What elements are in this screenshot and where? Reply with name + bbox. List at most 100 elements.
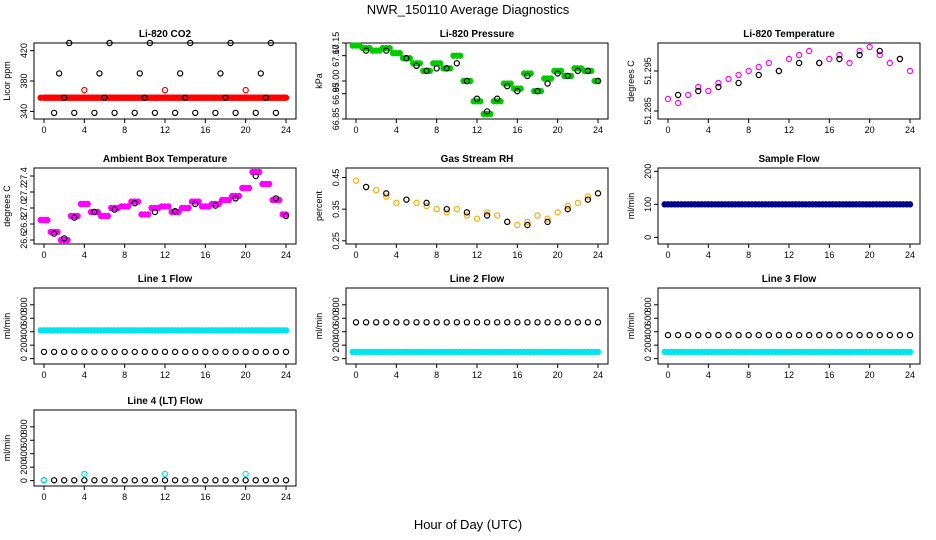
data-point-standards xyxy=(775,67,783,75)
data-point-ambient xyxy=(846,59,853,67)
data-point-ambient xyxy=(453,205,461,213)
x-tick-label: 20 xyxy=(553,250,563,260)
y-axis-label-9: ml/min xyxy=(626,313,636,340)
data-point-ambient xyxy=(443,209,450,216)
x-tick-label: 16 xyxy=(824,250,834,260)
data-point-ambient xyxy=(433,205,440,213)
y-tick-label: 380 xyxy=(19,73,29,88)
y-axis-label-4: degrees C xyxy=(2,185,12,227)
x-tick-label: 4 xyxy=(82,125,87,135)
data-point-line-2-low xyxy=(594,348,602,356)
data-point-standards-black xyxy=(91,109,98,117)
data-point-standards xyxy=(896,55,904,63)
data-point-ambient xyxy=(826,55,833,63)
x-tick-label: 4 xyxy=(394,250,399,260)
data-point-ambient xyxy=(866,43,873,51)
data-point-standards xyxy=(443,205,450,213)
data-point-line-1-low xyxy=(212,348,219,356)
data-point-standards xyxy=(362,183,370,191)
data-point-line-2-high xyxy=(372,319,380,326)
data-point-standards xyxy=(473,95,481,102)
x-tick-label: 4 xyxy=(706,370,711,380)
panel-title-1: Li-820 CO2 xyxy=(139,29,192,40)
data-point-standards-black xyxy=(141,94,149,101)
y-tick-label: 340 xyxy=(19,104,29,119)
data-point-ambient xyxy=(785,55,793,63)
y-axis-label-8: ml/min xyxy=(314,313,324,340)
x-tick-label: 8 xyxy=(434,250,439,260)
data-point-line-2-high xyxy=(534,319,541,326)
data-point-line-4-spikes xyxy=(161,470,169,478)
data-point-line-3-high xyxy=(684,331,692,339)
x-tick-label: 24 xyxy=(281,492,291,502)
x-tick-label: 0 xyxy=(353,125,358,135)
data-point-standards xyxy=(383,47,390,54)
data-point-standards-black xyxy=(66,39,73,47)
x-tick-label: 16 xyxy=(824,370,834,380)
data-point-line-3-high xyxy=(816,331,823,339)
x-tick-label: 16 xyxy=(200,370,210,380)
data-point-standards-black xyxy=(151,109,159,117)
y-axis-label-5: percent xyxy=(314,190,324,221)
y-tick-label: 27.4 xyxy=(19,167,29,185)
data-point-standards xyxy=(192,200,199,208)
data-point-ambient xyxy=(524,218,531,226)
data-point-ambient xyxy=(44,216,51,224)
data-point-standards xyxy=(212,202,219,209)
x-tick-label: 8 xyxy=(746,250,751,260)
y-tick-label: 66.95 xyxy=(331,82,341,105)
data-point-ambient xyxy=(695,83,702,91)
data-point-line-2-high xyxy=(362,319,370,326)
data-point-line-3-high xyxy=(795,331,803,339)
data-point-line-4-flow xyxy=(50,477,58,484)
panel-frame-5 xyxy=(345,167,609,245)
x-tick-label: 24 xyxy=(593,125,603,135)
y-tick-label: 27.2 xyxy=(19,183,29,201)
y-tick-label: 26.6 xyxy=(19,231,29,249)
data-point-line-2-high xyxy=(473,319,481,326)
x-tick-label: 12 xyxy=(472,250,482,260)
x-tick-label: 24 xyxy=(593,370,603,380)
data-point-line-2-high xyxy=(564,319,571,326)
data-point-standards-black xyxy=(187,39,194,47)
y-tick-label: 51.295 xyxy=(643,57,653,85)
y-tick-label: 200 xyxy=(643,338,653,353)
data-point-line-3-high xyxy=(866,331,873,339)
y-tick-label: 200 xyxy=(331,338,341,353)
data-point-line-1-low xyxy=(131,348,138,356)
data-point-ambient xyxy=(514,221,521,229)
data-point-line-4-flow xyxy=(252,477,259,484)
panel-title-2: Li-820 Pressure xyxy=(440,29,515,40)
y-axis-label-1: Licor ppm xyxy=(2,61,12,101)
data-point-standards xyxy=(151,208,159,216)
data-point-standards xyxy=(362,47,370,54)
data-point-standards xyxy=(504,218,511,226)
x-tick-label: 0 xyxy=(353,250,358,260)
data-point-standards-black xyxy=(176,70,184,77)
x-tick-label: 4 xyxy=(706,250,711,260)
data-point-ambient xyxy=(544,215,551,222)
y-tick-label: 0 xyxy=(643,356,653,361)
x-tick-label: 12 xyxy=(160,250,170,260)
data-point-standards-black xyxy=(136,70,143,77)
data-point-standards xyxy=(433,65,440,72)
y-tick-label: 420 xyxy=(19,43,29,58)
data-point-standards xyxy=(876,47,883,55)
y-tick-label: 400 xyxy=(331,324,341,339)
data-point-line-2-high xyxy=(463,319,471,326)
data-point-line-3-high xyxy=(705,331,712,339)
x-tick-label: 8 xyxy=(122,125,127,135)
data-point-standards xyxy=(544,218,551,226)
y-tick-label: 67.10 xyxy=(331,44,341,67)
x-tick-label: 0 xyxy=(41,250,46,260)
data-point-standards-black xyxy=(111,109,118,117)
data-point-ambient xyxy=(265,180,273,188)
data-point-line-3-high xyxy=(785,331,793,339)
data-point-line-3-high xyxy=(765,331,773,339)
data-point-line-1-low xyxy=(111,348,118,356)
data-point-ambient xyxy=(684,91,692,99)
data-point-line-1-low xyxy=(71,348,78,356)
data-point-standards xyxy=(423,199,430,207)
data-point-standards xyxy=(463,77,471,85)
